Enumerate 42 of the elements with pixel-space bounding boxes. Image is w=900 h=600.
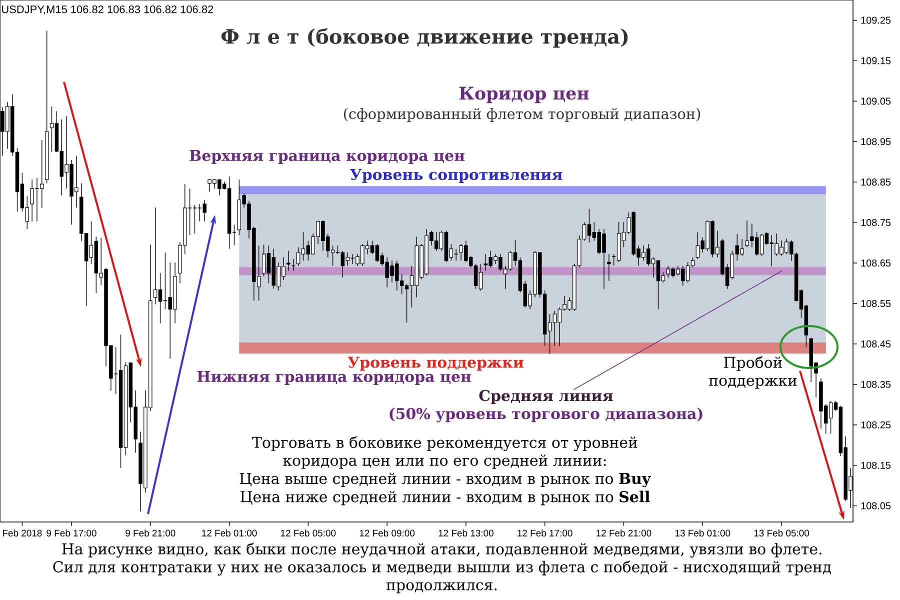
y-tick-label: 108.65	[861, 259, 891, 267]
x-tick-label: Feb 2018	[2, 530, 42, 536]
candlestick	[286, 250, 290, 272]
annotation: (сформированный флетом торговый диапазон)	[344, 108, 700, 122]
x-tick-label: 12 Feb 05:00	[281, 530, 336, 536]
annotation: (50% уровень торгового диапазона)	[390, 408, 702, 422]
y-tick-label: 109.25	[861, 16, 891, 24]
x-tick-label: 13 Feb 05:00	[754, 530, 810, 536]
annotation: Цена ниже средней линии - входим в рынок по Sell	[240, 490, 650, 506]
candlestick	[454, 248, 458, 261]
text: Ф л е т (боковое движение тренда)	[221, 28, 628, 48]
annotation: Средняя линия	[479, 390, 613, 404]
y-tick-label: 109.15	[861, 57, 891, 64]
annotation: Цена выше средней линии - входим в рынок по Buy	[240, 472, 651, 488]
candlestick	[607, 254, 611, 282]
y-tick-label: 108.35	[861, 380, 891, 388]
x-tick-label: 12 Feb 21:00	[596, 530, 652, 536]
annotation: Коридор цен	[459, 86, 589, 104]
x-tick-label: 12 Feb 13:00	[438, 530, 494, 536]
x-tick-label: 12 Feb 01:00	[202, 530, 257, 536]
annotation: Торговать в боковике рекомендуется от уровней коридора цен или по его средней линии:	[252, 436, 638, 469]
series-label: Уровень сопротивления	[350, 168, 562, 183]
y-tick-label: 108.55	[861, 300, 891, 307]
annotation: Верхняя граница коридора цен	[190, 150, 465, 164]
annotation: Пробой поддержки	[709, 356, 797, 389]
y-tick-label: 108.15	[861, 462, 891, 469]
y-tick-label: 108.45	[861, 340, 891, 348]
annotation: Нижняя граница коридора цен	[197, 370, 471, 385]
y-tick-label: 109.05	[861, 98, 891, 105]
annotation: USDJPY,M15 106.82 106.83 106.82 106.82	[2, 5, 214, 15]
text: На рисунке видно, как быки после неудачной атаки, подавленной медведями, увязли во флете. Сил для контратаки у них не оказалось и медведи вышли из флета с победой - нисходящий тренд продолжился.	[53, 542, 832, 594]
y-tick-label: 108.95	[861, 138, 891, 146]
y-tick-label: 108.85	[861, 178, 891, 186]
y-tick-label: 108.25	[861, 421, 891, 428]
series-label: Уровень поддержки	[348, 356, 524, 371]
y-tick-label: 108.75	[861, 219, 891, 226]
x-tick-label: 12 Feb 17:00	[518, 530, 572, 536]
x-tick-label: 12 Feb 09:00	[360, 530, 415, 536]
y-tick-label: 108.05	[861, 502, 891, 510]
x-tick-label: 9 Feb 17:00	[46, 530, 96, 536]
x-tick-label: 9 Feb 21:00	[126, 530, 176, 536]
x-tick-label: 13 Feb 01:00	[675, 530, 730, 536]
